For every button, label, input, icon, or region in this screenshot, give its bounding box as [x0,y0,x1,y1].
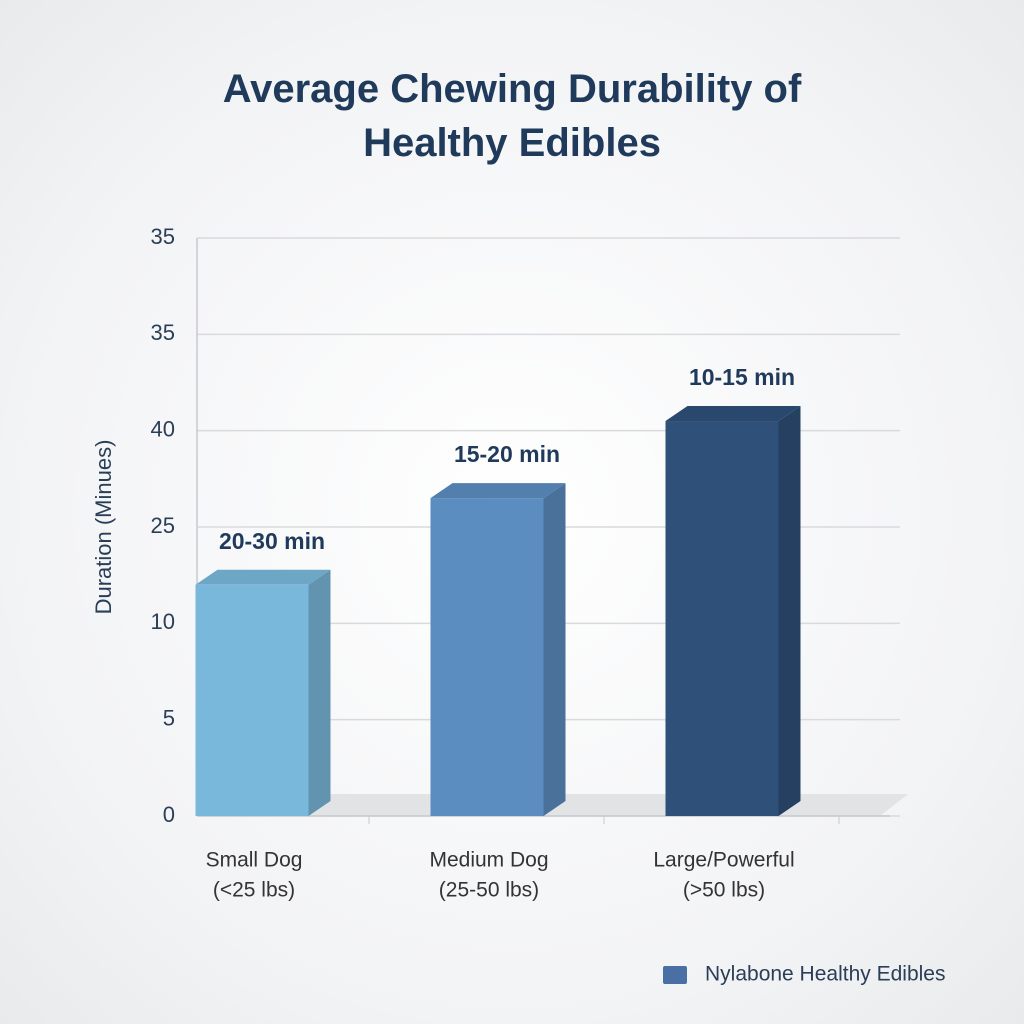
x-tick-label: (>50 lbs) [683,879,765,902]
y-tick-label: 5 [163,705,175,730]
annotation: 10-15 min [689,364,795,390]
y-tick-label: 40 [151,416,175,441]
annotation: 15-20 min [454,441,560,467]
x-tick-label: Small Dog [206,849,303,872]
y-tick-label: 0 [163,802,175,827]
bar-top [665,406,801,422]
x-tick-label: Medium Dog [429,849,548,872]
y-axis-label: Duration (Minues) [91,440,116,615]
annotation: 20-30 min [219,528,325,554]
x-tick-label: (<25 lbs) [213,879,295,902]
legend-swatch [663,966,687,984]
chart-title: Average Chewing Durability of Healthy Ed… [222,67,802,165]
y-tick-label: 35 [151,320,175,345]
y-tick-label: 25 [151,513,175,538]
bar [665,421,779,816]
bar-top [195,569,331,585]
bar-top [430,483,566,499]
bar-side [308,569,331,816]
bar-side [543,483,566,816]
y-tick-label: 35 [151,224,175,249]
x-tick-label: (25-50 lbs) [439,879,539,902]
bar [430,498,544,816]
x-tick-label: Large/Powerful [653,849,794,872]
y-tick-label: 10 [151,609,175,634]
bar [195,584,309,816]
bar-side [778,406,801,816]
legend-label: Nylabone Healthy Edibles [705,963,945,986]
